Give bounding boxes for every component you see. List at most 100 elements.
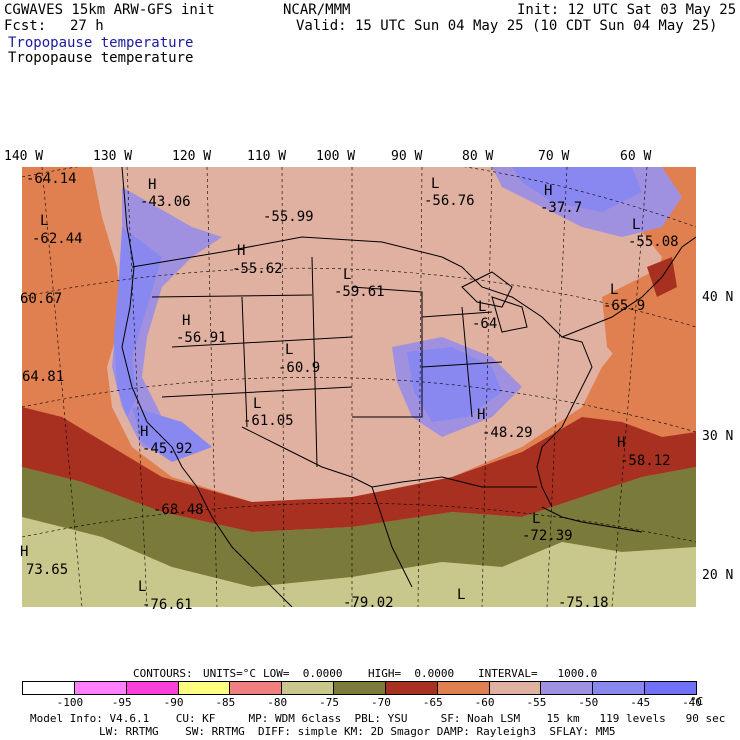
- valid-time: Valid: 15 UTC Sun 04 May 25 (10 CDT Sun …: [296, 18, 718, 34]
- map-value-label: 64.81: [22, 369, 65, 385]
- map-value-label: -60.9: [278, 360, 321, 376]
- temp-band-75-70: [22, 467, 696, 587]
- temp-band-80-75: [22, 517, 696, 607]
- map-extremum-marker: L: [431, 176, 440, 192]
- lon-label: 100 W: [316, 149, 356, 164]
- lat-label: 30 N: [702, 429, 734, 444]
- field-title-secondary: Tropopause temperature: [8, 50, 194, 66]
- contours-low: LOW= 0.0000: [263, 667, 343, 680]
- colorbar-swatch: [333, 681, 386, 695]
- organization: NCAR/MMM: [283, 2, 351, 18]
- lon-label: 60 W: [620, 149, 652, 164]
- colorbar-tick-label: -70: [370, 696, 391, 709]
- colorbar-tick-label: -75: [319, 696, 339, 709]
- map-value-label: -75.18: [558, 595, 609, 611]
- map-value-label: -58.12: [620, 453, 671, 469]
- lon-label: 110 W: [247, 149, 287, 164]
- lon-label: 120 W: [172, 149, 212, 164]
- map-value-label: -56.91: [176, 330, 227, 346]
- map-extremum-marker: L: [285, 342, 294, 358]
- map-extremum-marker: L: [610, 282, 619, 298]
- map-extremum-marker: L: [457, 587, 466, 603]
- map-extremum-marker: L: [532, 511, 541, 527]
- colorbar-tick-label: -50: [578, 696, 599, 709]
- temp-band-45-40: [407, 347, 502, 422]
- colorbar-swatch: [22, 681, 75, 695]
- lon-label: 80 W: [462, 149, 494, 164]
- map-value-label: -64.14: [26, 171, 77, 187]
- lon-label: 70 W: [538, 149, 570, 164]
- graticule: [22, 167, 696, 607]
- temp-band-65-60: [602, 267, 696, 387]
- lon-label: 90 W: [391, 149, 423, 164]
- tropopause-temperature-map: [22, 167, 696, 607]
- colorbar-tick-label: -55: [526, 696, 547, 709]
- temp-band-55-50: [92, 167, 662, 502]
- colorbar-tick-label: -45: [630, 696, 651, 709]
- map-value-label: 73.65: [26, 562, 69, 578]
- map-extremum-marker: L: [253, 396, 262, 412]
- contours-interval: INTERVAL= 1000.0: [478, 667, 598, 680]
- map-extremum-marker: H: [148, 177, 157, 193]
- map-value-label: -68.48: [153, 502, 204, 518]
- map-value-label: -76.61: [142, 597, 193, 613]
- colorbar-unit: °C: [690, 695, 704, 708]
- map-extremum-marker: H: [20, 544, 29, 560]
- colorbar-tick-label: -85: [215, 696, 236, 709]
- lat-label: 40 N: [702, 290, 734, 305]
- map-value-label: -55.99: [263, 209, 314, 225]
- forecast-hour: 27 h: [70, 18, 104, 34]
- model-info-line2: LW: RRTMG SW: RRTMG DIFF: simple KM: 2D …: [99, 725, 616, 738]
- colorbar-tick-label: -40: [682, 696, 702, 709]
- lat-label: 20 N: [702, 568, 734, 583]
- colorbar-swatch: [229, 681, 283, 695]
- colorbar-swatch: [384, 681, 438, 695]
- contours-high: HIGH= 0.0000: [368, 667, 455, 680]
- colorbar-swatch: [73, 681, 127, 695]
- colorbar-swatch: [644, 681, 697, 695]
- colorbar-swatch: [125, 681, 179, 695]
- map-value-label: -65.9: [603, 298, 646, 314]
- map-extremum-marker: H: [477, 407, 486, 423]
- map-extremum-marker: L: [343, 267, 352, 283]
- colorbar-swatch: [592, 681, 646, 695]
- map-value-label: -48.29: [482, 425, 533, 441]
- colorbar-tick-label: -65: [422, 696, 443, 709]
- model-info-line1: Model Info: V4.6.1 CU: KF MP: WDM 6class…: [30, 712, 726, 725]
- map-value-label: -45.92: [142, 441, 193, 457]
- colorbar-tick-label: -80: [267, 696, 288, 709]
- map-extremum-marker: H: [182, 313, 191, 329]
- model-title: CGWAVES 15km ARW-GFS init: [4, 2, 215, 18]
- temp-band-45-40: [114, 227, 162, 417]
- map-value-label: -62.44: [32, 231, 83, 247]
- map-value-label: -64: [472, 316, 498, 332]
- temp-band-70-65: [22, 407, 696, 532]
- map-value-label: -37.7: [540, 200, 583, 216]
- field-title-primary: Tropopause temperature: [8, 35, 194, 51]
- colorbar-tick-label: -90: [163, 696, 184, 709]
- contours-label: CONTOURS:: [133, 667, 193, 680]
- map-value-label: -61.05: [243, 413, 294, 429]
- init-time: Init: 12 UTC Sat 03 May 25: [517, 2, 737, 18]
- colorbar-swatch: [436, 681, 490, 695]
- map-extremum-marker: H: [237, 243, 246, 259]
- map-extremum-marker: H: [544, 183, 553, 199]
- map-value-label: -79.02: [343, 595, 394, 611]
- map-value-label: -43.06: [140, 194, 191, 210]
- map-extremum-marker: L: [632, 217, 641, 233]
- colorbar-swatch: [281, 681, 335, 695]
- map-extremum-marker: H: [140, 424, 149, 440]
- colorbar-swatch: [540, 681, 594, 695]
- temp-band-45-40: [132, 407, 212, 462]
- map-value-label: 60.67: [20, 291, 63, 307]
- coastlines-and-borders: [121, 167, 696, 607]
- map-value-label: -55.08: [628, 234, 679, 250]
- lon-label: 130 W: [93, 149, 133, 164]
- map-value-label: -72.39: [522, 528, 573, 544]
- forecast-label: Fcst:: [4, 18, 47, 34]
- map-value-label: -56.76: [424, 193, 475, 209]
- colorbar-tick-label: -95: [111, 696, 132, 709]
- contours-units: UNITS=°C: [203, 667, 256, 680]
- map-extremum-marker: H: [617, 435, 626, 451]
- colorbar-swatch: [488, 681, 542, 695]
